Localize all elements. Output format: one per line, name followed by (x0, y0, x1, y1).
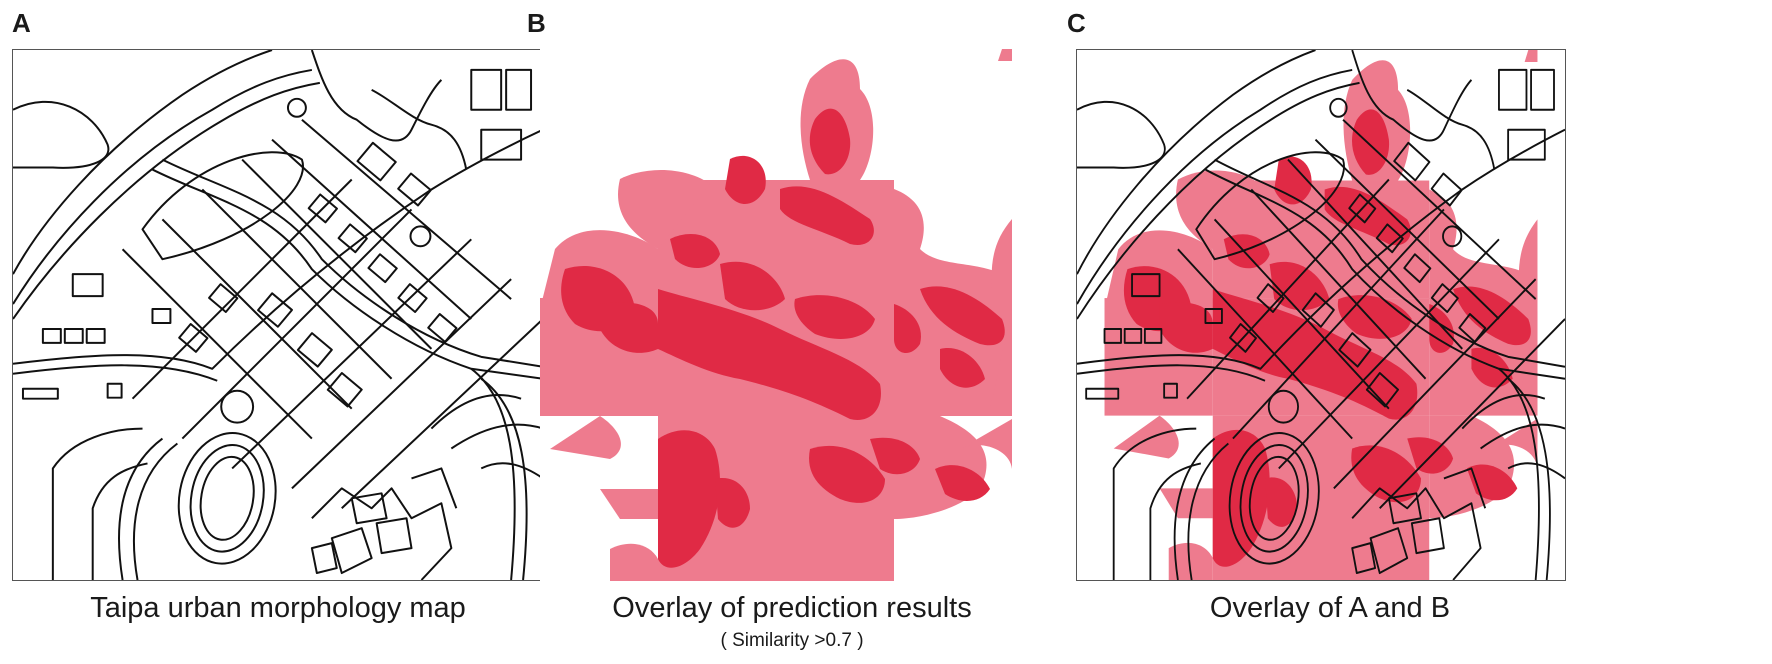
panel-letter-b: B (527, 8, 546, 38)
panel-b: B Overlay of prediction results ( Simila… (0, 0, 1012, 664)
overlay-a-b-map (1076, 49, 1566, 581)
subcaption-b: ( Similarity >0.7 ) (720, 630, 864, 651)
panel-letter-c: C (1067, 8, 1086, 38)
caption-a: Taipa urban morphology map (90, 592, 466, 624)
caption-c: Overlay of A and B (1209, 592, 1451, 624)
panel-letter-a: A (12, 8, 31, 38)
prediction-overlay-map (540, 49, 1012, 581)
overlay-a-b (1077, 50, 1565, 580)
caption-b: Overlay of prediction results (612, 592, 972, 624)
panel-c: C Overlay of A and B (0, 0, 1566, 664)
prediction-overlay (540, 49, 1012, 581)
